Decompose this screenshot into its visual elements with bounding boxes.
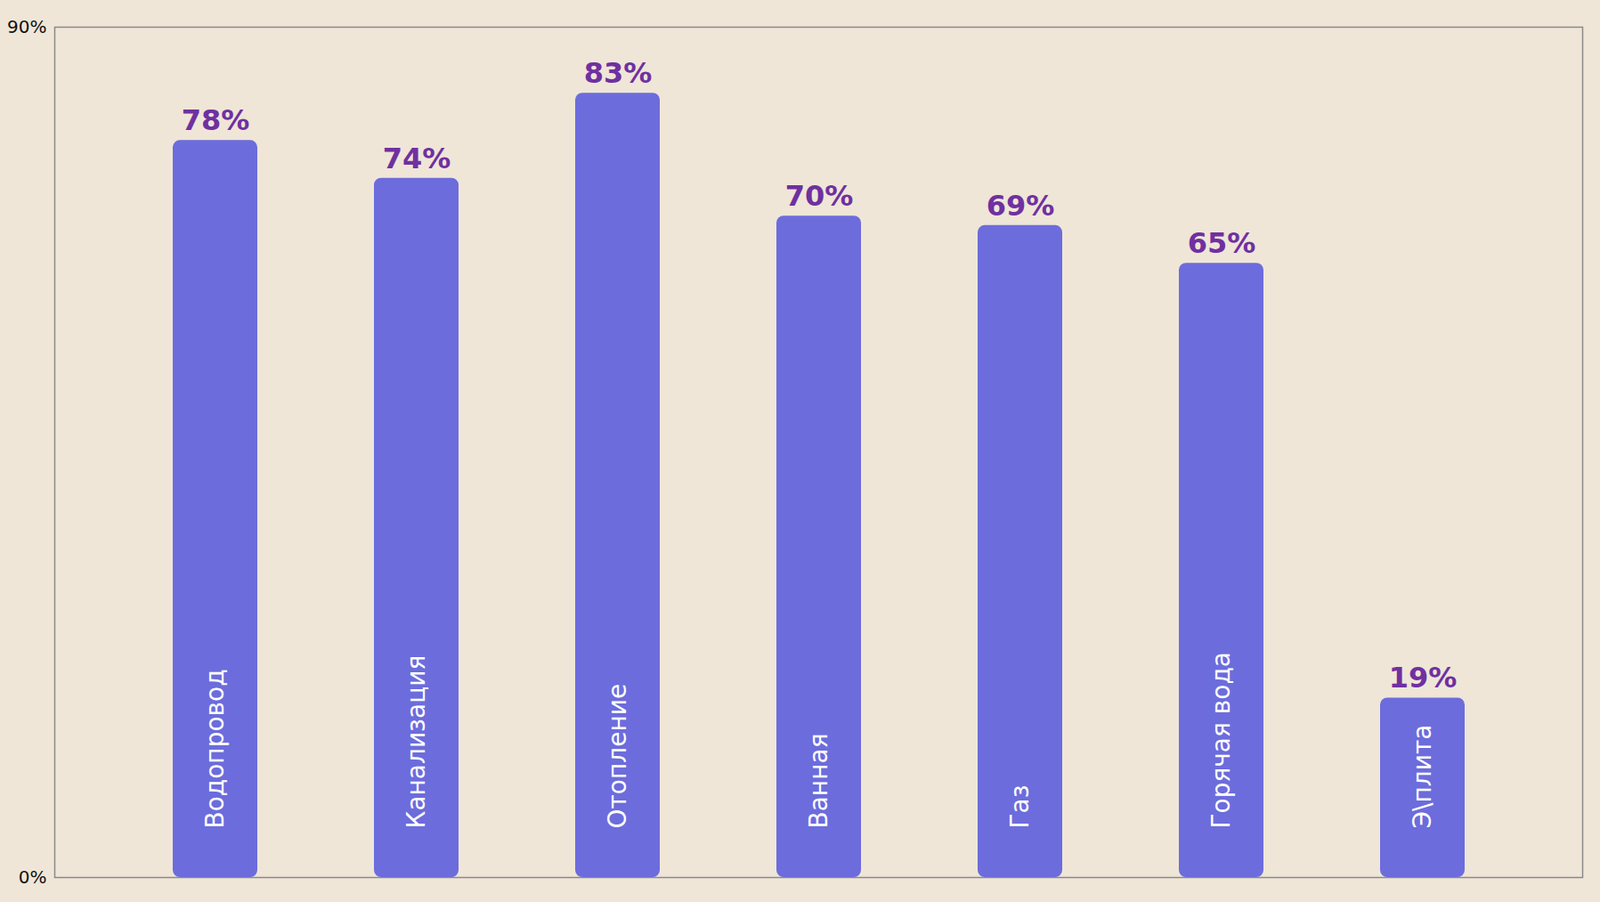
- svg-text:90%: 90%: [7, 16, 47, 38]
- svg-text:74%: 74%: [382, 141, 452, 176]
- svg-text:Газ: Газ: [1005, 784, 1035, 829]
- svg-text:Ванная: Ванная: [804, 733, 834, 829]
- svg-text:Отопление: Отопление: [602, 683, 633, 829]
- svg-text:Горячая вода: Горячая вода: [1206, 651, 1236, 829]
- svg-text:69%: 69%: [986, 188, 1056, 223]
- svg-text:19%: 19%: [1388, 660, 1458, 695]
- svg-text:0%: 0%: [18, 866, 48, 888]
- svg-text:Э\плита: Э\плита: [1407, 724, 1438, 829]
- svg-text:Водопровод: Водопровод: [200, 668, 230, 829]
- svg-text:83%: 83%: [584, 56, 653, 90]
- svg-text:78%: 78%: [181, 103, 251, 138]
- svg-text:Канализация: Канализация: [401, 655, 431, 829]
- svg-text:70%: 70%: [785, 178, 854, 213]
- svg-text:65%: 65%: [1187, 226, 1257, 260]
